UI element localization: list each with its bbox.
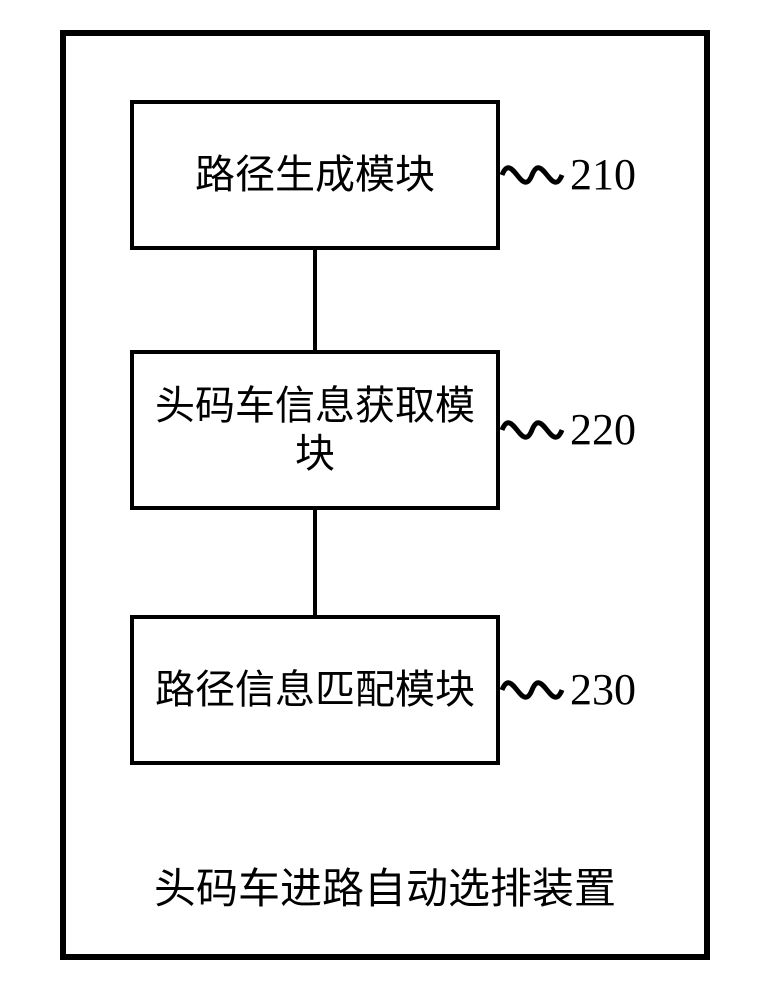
diagram-caption: 头码车进路自动选排装置 (120, 855, 650, 916)
flowchart-edge (313, 510, 317, 615)
flowchart-node-n1: 路径生成模块 (130, 100, 500, 250)
reference-connector (500, 660, 570, 720)
reference-number: 230 (570, 664, 636, 715)
reference-number: 220 (570, 404, 636, 455)
flowchart-node-n3: 路径信息匹配模块 (130, 615, 500, 765)
reference-connector (500, 145, 570, 205)
flowchart-node-label: 头码车信息获取模块 (142, 382, 488, 478)
reference-connector (500, 400, 570, 460)
flowchart-edge (313, 250, 317, 350)
flowchart-node-label: 路径信息匹配模块 (155, 666, 475, 714)
reference-number: 210 (570, 149, 636, 200)
flowchart-node-label: 路径生成模块 (195, 151, 435, 199)
flowchart-node-n2: 头码车信息获取模块 (130, 350, 500, 510)
